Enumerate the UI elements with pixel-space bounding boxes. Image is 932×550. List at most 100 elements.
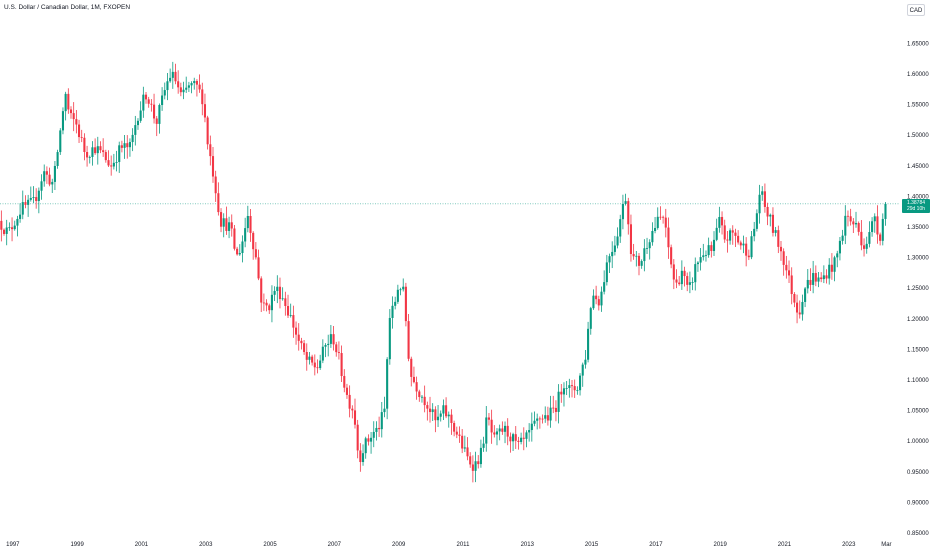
candle-body xyxy=(672,264,675,280)
candle-body xyxy=(718,216,721,228)
candle-body xyxy=(359,450,362,463)
candle-body xyxy=(319,360,322,369)
candle-body xyxy=(244,228,247,242)
candle-body xyxy=(742,243,745,246)
candle-body xyxy=(99,146,102,151)
x-tick-label: 2007 xyxy=(328,542,342,548)
candle-body xyxy=(498,428,501,432)
x-tick-label: 2011 xyxy=(457,542,471,548)
candle-body xyxy=(552,407,555,409)
candle-body xyxy=(544,415,547,419)
candle-body xyxy=(343,376,346,388)
candle-body xyxy=(680,270,683,285)
candle-body xyxy=(378,427,381,430)
candle-body xyxy=(37,190,40,202)
x-tick-label: 2013 xyxy=(521,542,535,548)
candle-body xyxy=(327,343,330,346)
candle-body xyxy=(640,261,643,266)
candle-body xyxy=(584,359,587,365)
candle-body xyxy=(161,95,164,106)
candle-body xyxy=(530,423,533,431)
candle-body xyxy=(538,418,541,420)
candle-body xyxy=(367,438,370,442)
candle-body xyxy=(139,110,142,121)
candle-body xyxy=(857,223,860,232)
candle-body xyxy=(455,431,458,435)
candle-body xyxy=(683,270,686,277)
candle-body xyxy=(844,215,847,236)
candle-body xyxy=(407,321,410,359)
candle-body xyxy=(611,251,614,257)
candle-body xyxy=(450,414,453,423)
candle-body xyxy=(16,218,19,226)
candle-body xyxy=(348,394,351,409)
candle-body xyxy=(565,388,568,389)
candle-body xyxy=(96,146,99,154)
candle-body xyxy=(699,257,702,263)
candle-body xyxy=(533,420,536,424)
y-tick-label: 0.90000 xyxy=(907,500,929,506)
candle-body xyxy=(8,227,11,229)
candle-body xyxy=(364,438,367,454)
candle-body xyxy=(110,165,113,167)
candle-body xyxy=(514,434,517,441)
candle-body xyxy=(340,353,343,377)
currency-button[interactable]: CAD xyxy=(907,4,925,16)
candle-body xyxy=(241,241,244,254)
candle-body xyxy=(879,234,882,241)
candle-body xyxy=(629,224,633,254)
candle-body xyxy=(836,253,839,258)
candle-body xyxy=(281,298,284,300)
candle-body xyxy=(415,382,418,392)
candle-body xyxy=(463,447,466,449)
candle-body xyxy=(675,279,678,283)
candle-body xyxy=(737,235,740,243)
candle-body xyxy=(353,410,357,425)
candle-body xyxy=(461,435,464,449)
candle-body xyxy=(873,216,876,222)
candle-body xyxy=(219,212,223,227)
y-tick-label: 1.50000 xyxy=(907,133,929,139)
candle-body xyxy=(750,236,753,258)
candle-body xyxy=(201,89,204,105)
candle-body xyxy=(613,245,616,252)
candle-body xyxy=(517,440,520,442)
candle-body xyxy=(814,273,817,282)
last-price-value: 1.38784 xyxy=(906,199,926,206)
candle-body xyxy=(254,249,257,258)
candle-body xyxy=(600,291,603,306)
candle-body xyxy=(134,125,137,135)
candle-body xyxy=(812,273,815,285)
candle-body xyxy=(24,202,27,205)
candle-body xyxy=(399,289,402,291)
candle-body xyxy=(876,216,879,235)
candle-body xyxy=(447,414,450,417)
candle-body xyxy=(169,77,172,82)
candle-body xyxy=(761,191,764,195)
y-tick-label: 1.05000 xyxy=(907,409,929,415)
candle-body xyxy=(520,437,523,442)
candle-body xyxy=(841,235,844,241)
candle-body xyxy=(871,221,874,233)
time-axis: 1997 1999 2001 2003 2005 2007 2009 2011 2013 2015… xyxy=(6,542,891,548)
candle-body xyxy=(608,256,611,263)
y-tick-label: 1.45000 xyxy=(907,164,929,170)
candle-body xyxy=(297,334,300,341)
candle-body xyxy=(64,93,67,112)
y-tick-label: 1.20000 xyxy=(907,317,929,323)
candle-body xyxy=(203,104,207,118)
candle-body xyxy=(528,430,531,433)
candle-body xyxy=(361,453,365,463)
candle-body xyxy=(270,294,273,311)
candle-body xyxy=(726,239,729,241)
candle-body xyxy=(549,407,552,421)
candle-body xyxy=(303,343,306,353)
candle-body xyxy=(115,162,118,163)
candle-body xyxy=(616,236,619,246)
candle-body xyxy=(163,90,166,96)
candle-body xyxy=(214,176,217,194)
candle-body xyxy=(370,437,373,442)
candle-body xyxy=(849,216,852,222)
candle-body xyxy=(91,147,94,157)
